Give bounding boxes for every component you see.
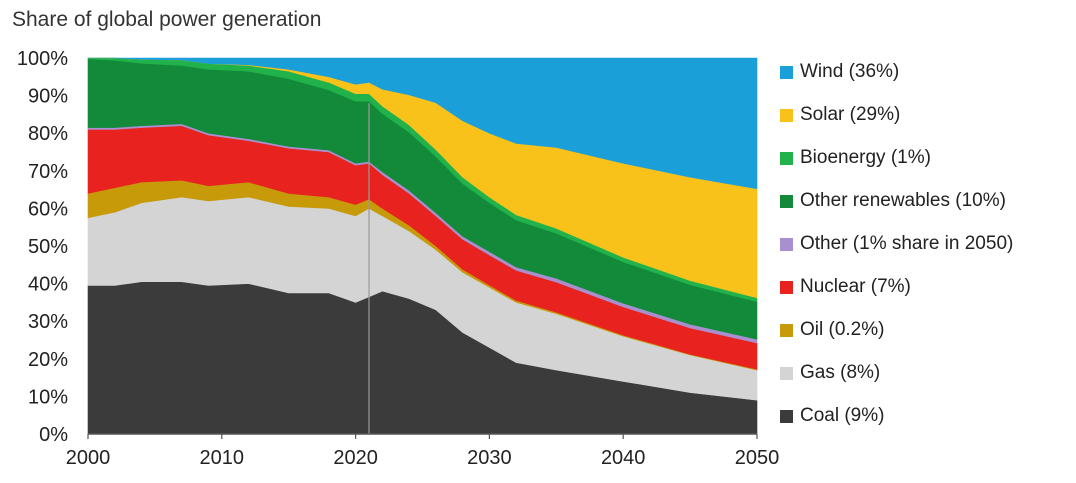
legend-swatch (780, 409, 793, 423)
x-tick-label-2050: 2050 (735, 447, 780, 469)
legend-swatch (780, 237, 793, 251)
x-axis-ticks: 2000 2010 2020 2030 2040 2050 (66, 434, 780, 469)
y-tick-label-40: 40% (28, 274, 68, 296)
area-layers (87, 57, 758, 435)
y-tick-label-0: 0% (39, 424, 68, 446)
y-tick-label-80: 80% (28, 123, 68, 145)
legend-label: Other (1% share in 2050) (800, 233, 1014, 254)
x-tick-label-2000: 2000 (66, 447, 111, 469)
legend-item-wind: Wind (36%) (780, 60, 899, 84)
legend-label: Bioenergy (1%) (800, 147, 931, 168)
legend-label: Oil (0.2%) (800, 319, 885, 340)
x-tick-label-2040: 2040 (601, 447, 646, 469)
legend-swatch (780, 323, 793, 337)
legend-item-coal: Coal (9%) (780, 404, 884, 428)
legend-swatch (780, 366, 793, 380)
x-tick-label-2010: 2010 (200, 447, 245, 469)
legend-item-bioenergy: Bioenergy (1%) (780, 146, 931, 170)
legend-item-solar: Solar (29%) (780, 103, 900, 127)
y-tick-label-50: 50% (28, 236, 68, 258)
legend-swatch (780, 65, 793, 79)
legend-item-gas: Gas (8%) (780, 361, 880, 385)
legend-label: Solar (29%) (800, 104, 901, 125)
y-tick-label-30: 30% (28, 311, 68, 333)
legend-swatch (780, 151, 793, 165)
legend-item-other-renewables: Other renewables (10%) (780, 189, 1006, 213)
y-tick-label-10: 10% (28, 386, 68, 408)
y-tick-label-90: 90% (28, 86, 68, 108)
chart-title: Share of global power generation (12, 8, 322, 31)
legend-swatch (780, 280, 793, 294)
legend-swatch (780, 108, 793, 122)
legend-label: Other renewables (10%) (800, 190, 1006, 211)
x-tick-label-2030: 2030 (467, 447, 512, 469)
x-tick-label-2020: 2020 (333, 447, 378, 469)
legend-label: Wind (36%) (800, 61, 900, 82)
legend-item-nuclear: Nuclear (7%) (780, 275, 911, 299)
legend-label: Nuclear (7%) (800, 276, 911, 297)
y-tick-label-60: 60% (28, 198, 68, 220)
y-tick-label-100: 100% (17, 48, 68, 70)
legend-label: Gas (8%) (800, 362, 881, 383)
y-tick-label-20: 20% (28, 349, 68, 371)
legend-label: Coal (9%) (800, 405, 885, 426)
y-axis-ticks: 0% 10% 20% 30% 40% 50% 60% 70% 80% 90% 100% (17, 48, 68, 446)
y-tick-label-70: 70% (28, 161, 68, 183)
legend-swatch (780, 194, 793, 208)
legend-item-oil: Oil (0.2%) (780, 318, 884, 342)
area-wind (88, 57, 758, 190)
legend-item-other: Other (1% share in 2050) (780, 232, 1013, 256)
